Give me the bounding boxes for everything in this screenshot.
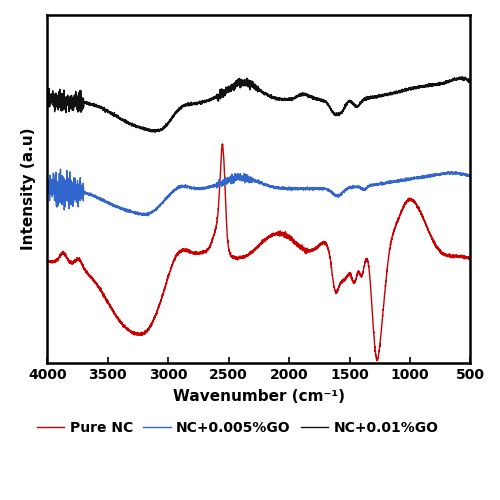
NC+0.005%GO <box>434 172 440 178</box>
Y-axis label: Intensity (a.u): Intensity (a.u) <box>21 128 36 250</box>
X-axis label: Wavenumber (cm⁻¹): Wavenumber (cm⁻¹) <box>173 388 345 404</box>
NC+0.01%GO <box>44 96 51 102</box>
NC+0.005%GO <box>454 170 460 175</box>
NC+0.005%GO <box>222 174 228 180</box>
Pure NC <box>454 254 460 260</box>
NC+0.01%GO <box>152 129 158 135</box>
Pure NC <box>44 260 51 266</box>
Pure NC <box>468 254 473 260</box>
NC+0.01%GO <box>352 103 358 109</box>
Legend: Pure NC, NC+0.005%GO, NC+0.01%GO: Pure NC, NC+0.005%GO, NC+0.01%GO <box>31 415 444 440</box>
NC+0.005%GO <box>246 177 252 183</box>
NC+0.01%GO <box>434 81 440 87</box>
NC+0.005%GO <box>352 183 358 189</box>
NC+0.005%GO <box>58 166 64 172</box>
NC+0.005%GO <box>226 175 232 181</box>
Pure NC <box>352 279 358 285</box>
Pure NC <box>222 190 228 196</box>
Pure NC <box>246 252 252 258</box>
Line: NC+0.005%GO: NC+0.005%GO <box>48 169 470 216</box>
NC+0.005%GO <box>145 213 151 219</box>
NC+0.01%GO <box>459 74 465 80</box>
NC+0.01%GO <box>246 82 252 87</box>
NC+0.01%GO <box>468 78 473 84</box>
Pure NC <box>434 243 440 249</box>
NC+0.005%GO <box>44 184 51 190</box>
Pure NC <box>220 141 226 147</box>
Pure NC <box>226 245 232 251</box>
Line: NC+0.01%GO: NC+0.01%GO <box>48 77 470 132</box>
NC+0.005%GO <box>468 174 473 180</box>
NC+0.01%GO <box>226 85 232 91</box>
NC+0.01%GO <box>222 86 228 92</box>
NC+0.01%GO <box>454 76 460 82</box>
Line: Pure NC: Pure NC <box>48 144 470 360</box>
Pure NC <box>374 358 380 364</box>
